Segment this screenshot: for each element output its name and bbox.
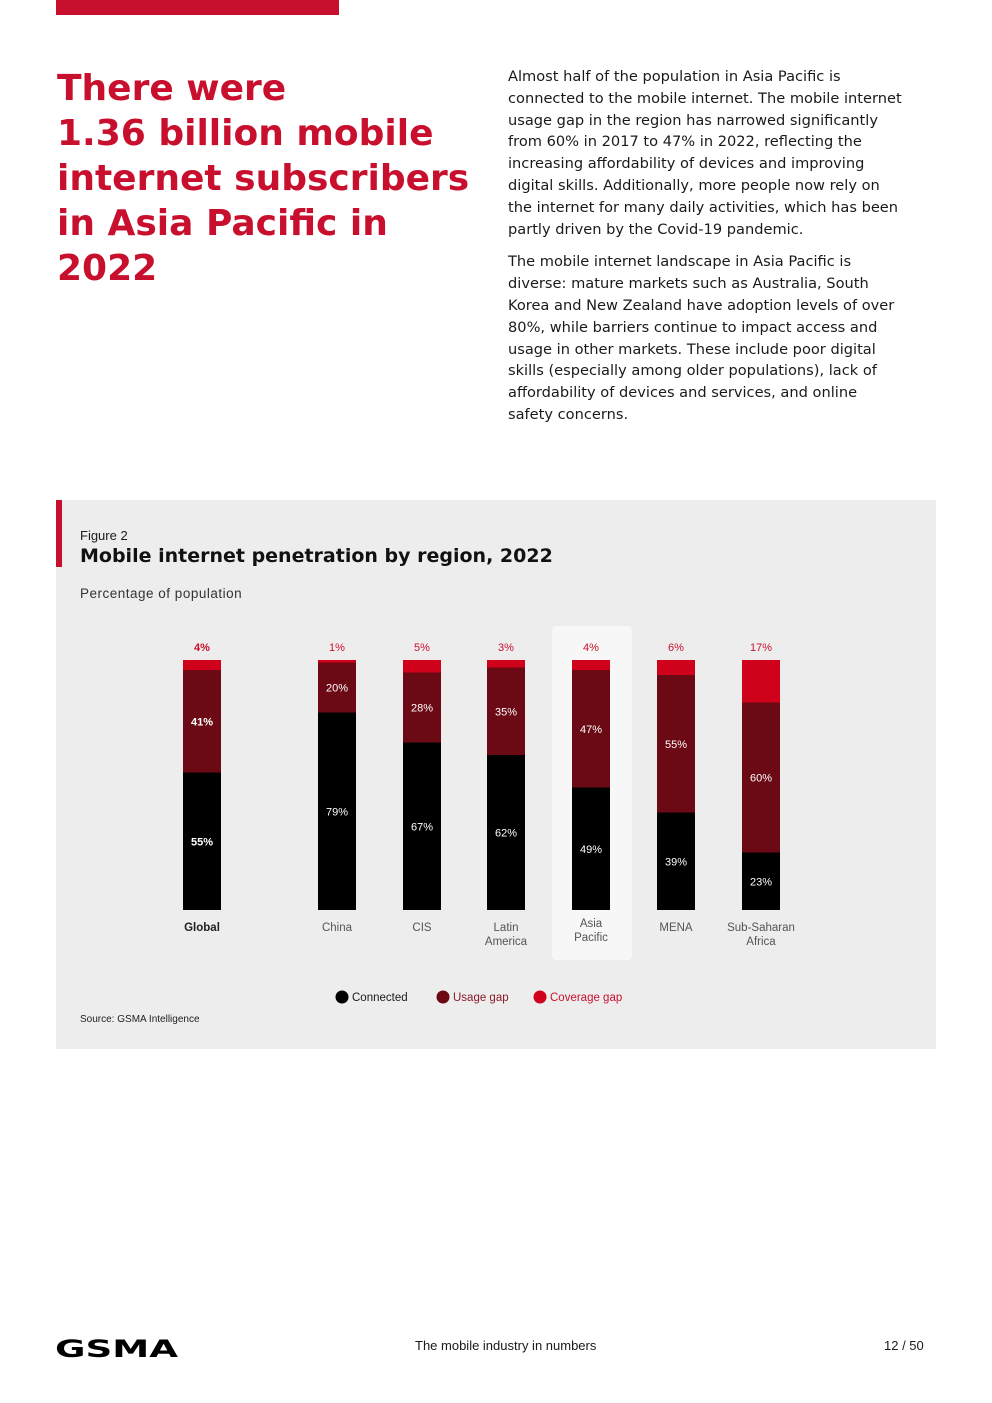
category-label: America: [485, 936, 528, 948]
bar-usage-gap-cis: [403, 672, 441, 743]
bar-usage-gap-sub-saharan-africa: [742, 702, 780, 853]
data-label: 4%: [583, 642, 599, 654]
bar-coverage-gap-cis: [403, 660, 441, 673]
headline-line: in Asia Pacific in: [57, 203, 388, 244]
data-label: 79%: [326, 806, 348, 818]
text-line: Almost half of the population in Asia Pa…: [508, 68, 841, 85]
text-line: partly driven by the Covid-19 pandemic.: [508, 220, 804, 238]
data-label: 28%: [411, 703, 433, 715]
data-label: 1%: [329, 642, 345, 654]
data-label: 49%: [580, 844, 602, 856]
text-line: safety concerns.: [508, 405, 629, 423]
data-label: 47%: [580, 724, 602, 736]
intro-paragraph-1: Almost half of the population in Asia Pa…: [508, 66, 938, 240]
figure-panel: 55% 41% 4% Global 79% 20% 1% China 67% 28% 5% CIS 62…: [56, 500, 936, 1049]
text-line: diverse: mature markets such as Australi…: [508, 275, 869, 293]
bar-connected-cis: [403, 742, 441, 910]
chart-source: Source: GSMA Intelligence: [80, 1014, 200, 1025]
data-label: 55%: [191, 836, 213, 848]
text-line: digital skills. Additionally, more peopl…: [508, 176, 880, 194]
stacked-bar-chart: 55% 41% 4% Global 79% 20% 1% China 67% 28% 5% CIS 62…: [183, 626, 795, 1004]
top-accent-bar: [56, 0, 339, 15]
headline-line: 1.36 billion mobile: [57, 113, 434, 154]
figure-accent-bar: [56, 500, 62, 567]
data-label: 17%: [750, 642, 772, 654]
bar-usage-gap-asia-pacific: [572, 670, 610, 788]
data-label: 67%: [411, 821, 433, 833]
legend-swatch: [436, 990, 450, 1004]
chart-title: Mobile internet penetration by region, 2…: [80, 545, 553, 567]
text-line: usage gap in the region has narrowed sig…: [508, 111, 878, 129]
category-label: Latin: [494, 922, 519, 934]
bar-coverage-gap-sub-saharan-africa: [742, 660, 780, 703]
category-label: Sub-Saharan: [727, 922, 795, 934]
figure-label: Figure 2: [80, 528, 128, 543]
bar-connected-sub-saharan-africa: [742, 852, 780, 910]
gsma-logo: GSMA: [55, 1337, 179, 1359]
data-label: 5%: [414, 642, 430, 654]
footer-title: The mobile industry in numbers: [415, 1338, 597, 1353]
legend-swatch: [533, 990, 547, 1004]
bar-coverage-gap-global: [183, 660, 221, 670]
text-line: skills (especially among older populatio…: [508, 362, 877, 380]
headline-line: 2022: [57, 248, 158, 289]
bar-coverage-gap-latin-america: [487, 660, 525, 668]
data-label: 55%: [665, 739, 687, 751]
bar-connected-asia-pacific: [572, 787, 610, 910]
data-label: 41%: [191, 716, 213, 728]
bar-connected-china: [318, 712, 356, 910]
intro-paragraph-2: The mobile internet landscape in Asia Pa…: [508, 251, 938, 425]
headline: There were 1.36 billion mobile internet …: [57, 66, 477, 291]
bar-coverage-gap-china: [318, 660, 356, 663]
text-line: The mobile internet landscape in Asia Pa…: [508, 253, 852, 271]
legend-swatch: [335, 990, 349, 1004]
data-label: 60%: [750, 773, 772, 785]
bar-usage-gap-latin-america: [487, 667, 525, 755]
headline-line: internet subscribers: [57, 158, 470, 199]
gsma-logo-text: GSMA: [55, 1337, 179, 1359]
data-label: 3%: [498, 642, 514, 654]
text-line: increasing affordability of devices and …: [508, 155, 865, 173]
page-number: 12 / 50: [884, 1338, 924, 1353]
intro-text: Almost half of the population in Asia Pa…: [508, 66, 938, 437]
legend-label: Coverage gap: [550, 992, 622, 1004]
legend-label: Usage gap: [453, 992, 509, 1004]
chart-y-label: Percentage of population: [80, 586, 243, 601]
text-line: Korea and New Zealand have adoption leve…: [508, 296, 895, 314]
bar-coverage-gap-mena: [657, 660, 695, 675]
bar-coverage-gap-asia-pacific: [572, 660, 610, 670]
bar-usage-gap-china: [318, 662, 356, 713]
category-label: Africa: [746, 936, 776, 948]
data-label: 62%: [495, 828, 517, 840]
category-label: CIS: [412, 922, 432, 934]
data-label: 6%: [668, 642, 684, 654]
data-label: 20%: [326, 683, 348, 695]
data-label: 39%: [665, 856, 687, 868]
data-label: 4%: [194, 642, 210, 654]
headline-line: There were: [57, 68, 287, 109]
bar-connected-latin-america: [487, 755, 525, 910]
category-label: Pacific: [574, 932, 608, 944]
text-line: affordability of devices and services, a…: [508, 384, 858, 402]
category-label: MENA: [659, 922, 693, 934]
legend-label: Connected: [352, 992, 408, 1004]
data-label: 35%: [495, 706, 517, 718]
bar-usage-gap-mena: [657, 675, 695, 813]
category-label: Asia: [580, 918, 603, 930]
text-line: from 60% in 2017 to 47% in 2022, reflect…: [508, 133, 862, 151]
category-label: Global: [184, 922, 220, 934]
text-line: the internet for many daily activities, …: [508, 198, 899, 216]
text-line: usage in other markets. These include po…: [508, 340, 876, 358]
bar-connected-mena: [657, 812, 695, 910]
bar-usage-gap-global: [183, 670, 221, 773]
data-label: 23%: [750, 876, 772, 888]
text-line: connected to the mobile internet. The mo…: [508, 89, 902, 107]
text-line: 80%, while barriers continue to impact a…: [508, 318, 878, 336]
bar-connected-global: [183, 772, 221, 910]
category-label: China: [322, 922, 353, 934]
